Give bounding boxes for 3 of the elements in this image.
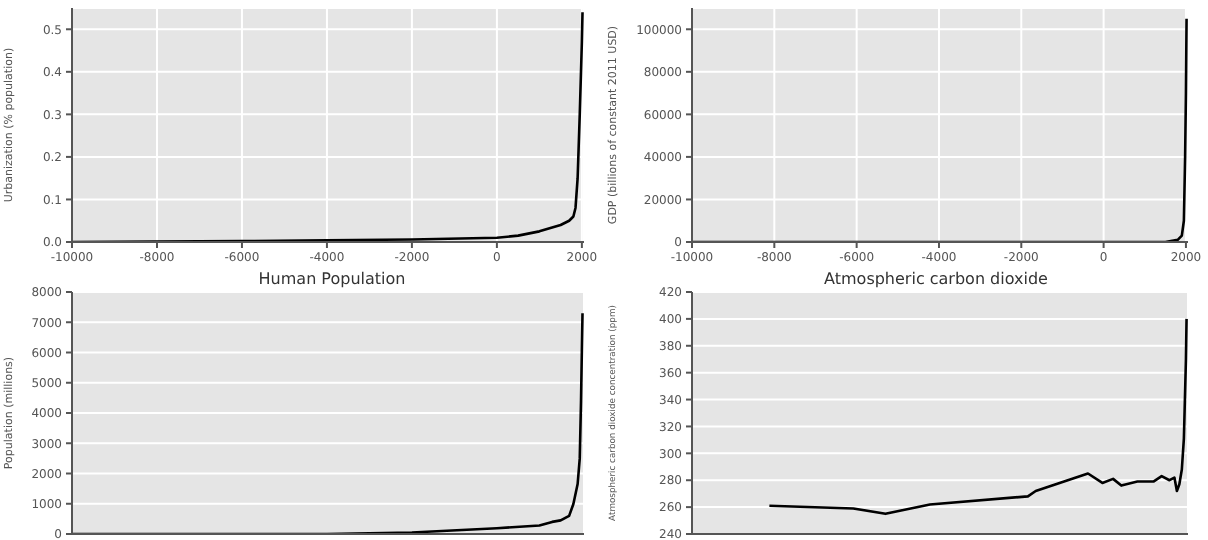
chart-title: Atmospheric carbon dioxide (822, 270, 1050, 288)
line-series (768, 317, 1188, 516)
chart-title: Human Population (256, 270, 408, 288)
